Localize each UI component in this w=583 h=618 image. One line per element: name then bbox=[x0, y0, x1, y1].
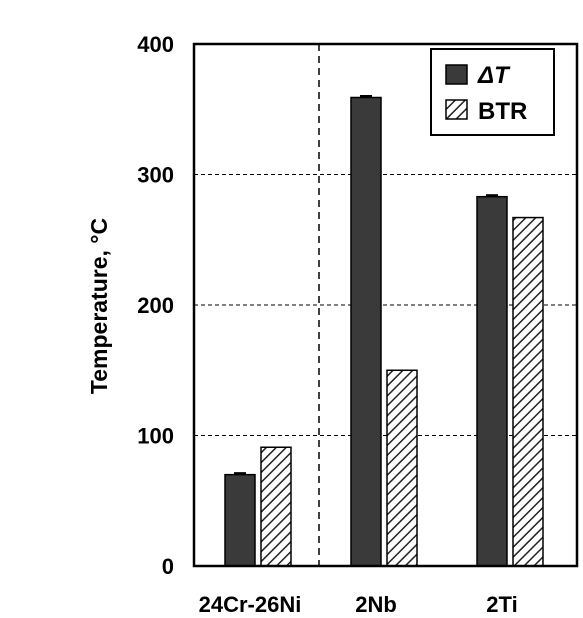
bars bbox=[224, 95, 544, 567]
legend: ΔT BTR bbox=[430, 48, 555, 136]
legend-swatch-delta-t bbox=[445, 64, 468, 85]
x-tick-label: 2Ti bbox=[486, 592, 517, 617]
legend-swatch-btr bbox=[445, 99, 468, 120]
plot-frame bbox=[192, 42, 579, 568]
bar-delta-t-0 bbox=[224, 473, 256, 567]
legend-box bbox=[430, 48, 555, 136]
gridlines bbox=[194, 174, 577, 436]
bar-btr-1 bbox=[386, 369, 418, 567]
legend-label-delta-t: ΔT bbox=[477, 62, 511, 89]
y-tick-label: 300 bbox=[137, 163, 174, 188]
bar-btr-0 bbox=[260, 446, 292, 567]
bar-delta-t-2 bbox=[476, 195, 508, 567]
y-tick-label: 400 bbox=[137, 32, 174, 57]
bar-btr-2 bbox=[512, 216, 544, 567]
y-tick-label: 0 bbox=[162, 554, 174, 579]
y-tick-label: 200 bbox=[137, 293, 174, 318]
x-tick-label: 24Cr-26Ni bbox=[199, 592, 302, 617]
y-axis-label: Temperature, °C bbox=[86, 218, 112, 394]
legend-label-btr: BTR bbox=[478, 98, 527, 125]
x-tick-label: 2Nb bbox=[355, 592, 397, 617]
bar-delta-t-1 bbox=[350, 96, 382, 567]
x-tick-labels: 24Cr-26Ni 2Nb 2Ti bbox=[199, 592, 518, 617]
y-tick-label: 100 bbox=[137, 424, 174, 449]
y-tick-labels: 0 100 200 300 400 bbox=[137, 32, 174, 579]
